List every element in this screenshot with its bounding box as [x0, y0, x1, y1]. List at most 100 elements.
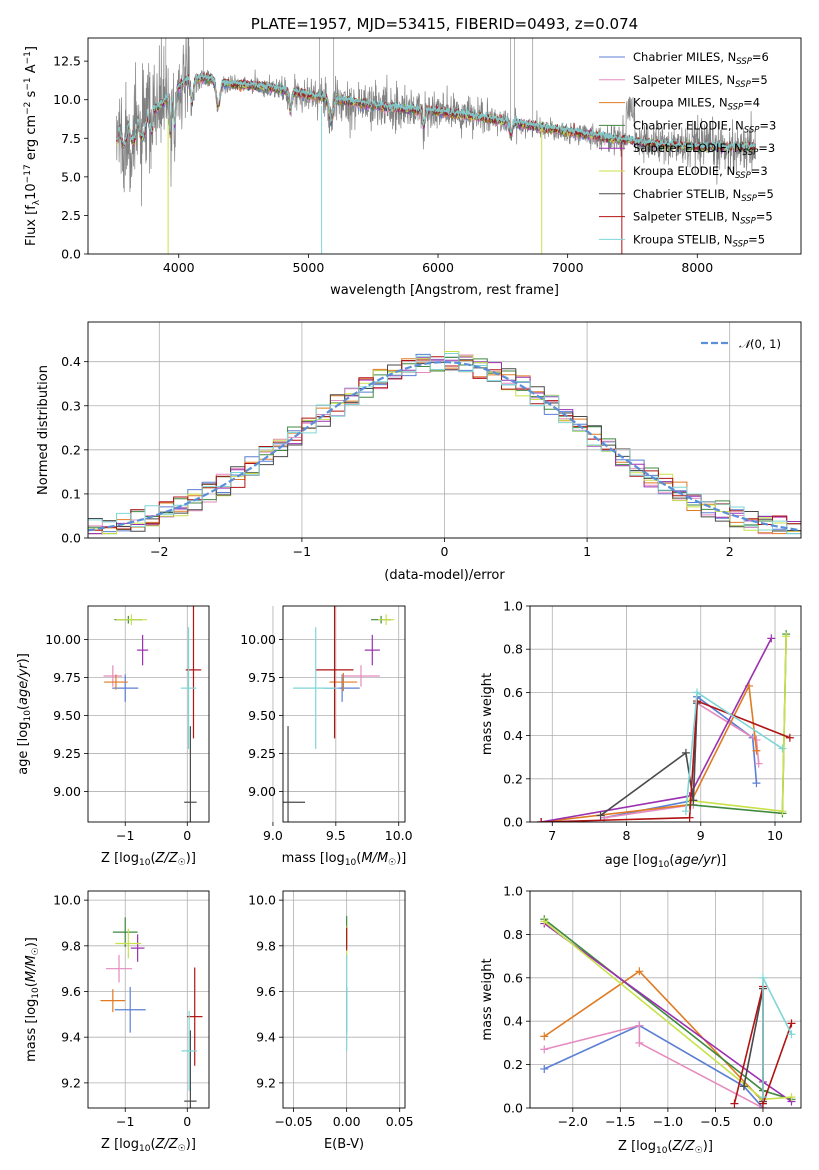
- grid: [530, 605, 801, 823]
- panel-residual-histogram: −2 −1 0 1 2 0.0 0.1 0.2 0.3 0.4: [61, 321, 802, 559]
- mass-weight-line: [689, 634, 787, 815]
- legend-entry: Salpeter STELIB, NSSP=5: [633, 210, 773, 227]
- y-tick-label: 9.2: [61, 1075, 81, 1090]
- y-tick-label: 10.00: [45, 632, 81, 647]
- legend-entry: Kroupa ELODIE, NSSP=3: [633, 164, 768, 181]
- x-tick-label: −0.05: [274, 1114, 312, 1129]
- marker-plus: [754, 759, 763, 768]
- axes-frame: [282, 605, 406, 823]
- ticks: −2 −1 0 1 2 0.0 0.1 0.2 0.3 0.4: [61, 354, 734, 559]
- y-tick-label: 9.25: [248, 746, 276, 761]
- y-tick-label: 0.4: [503, 1014, 523, 1029]
- y-axis-label: mass weight: [480, 673, 495, 755]
- y-tick-label: 9.00: [248, 784, 276, 799]
- axes-frame: [87, 605, 210, 823]
- marker-plus: [730, 1099, 739, 1108]
- x-tick-label: −2.0: [558, 1114, 588, 1129]
- y-tick-label: 0.8: [503, 642, 523, 657]
- marker-plus: [739, 1082, 748, 1091]
- normal-curve: [88, 360, 799, 532]
- marker-plus: [767, 634, 776, 643]
- x-axis-label: Z [log10(Z/Z☉)]: [101, 1137, 196, 1154]
- plot-area: [283, 606, 395, 822]
- y-tick-label: 1.0: [503, 599, 523, 614]
- mass-weight-line: [543, 1024, 764, 1108]
- plot-area: [537, 630, 794, 822]
- axes-frame: [87, 37, 802, 255]
- grid: [283, 891, 405, 1108]
- legend-entry: Chabrier STELIB, NSSP=5: [633, 187, 774, 204]
- x-tick-label: −0.5: [700, 1114, 730, 1129]
- y-tick-label: 0.2: [503, 771, 523, 786]
- grid: [88, 606, 209, 822]
- x-tick-label: 7: [548, 828, 556, 843]
- marker-plus: [787, 1019, 796, 1028]
- y-tick-label: 1.0: [503, 884, 523, 899]
- y-tick-label: 0.1: [61, 486, 81, 501]
- x-tick-label: −2: [150, 544, 168, 559]
- mass-weight-line: [541, 699, 791, 822]
- marker-plus: [685, 813, 694, 822]
- y-tick-label: 9.25: [53, 746, 81, 761]
- x-tick-label: 1: [583, 544, 591, 559]
- marker-plus: [596, 811, 605, 820]
- x-axis-label: Z [log10(Z/Z☉)]: [101, 851, 196, 868]
- mass-weight-line: [540, 638, 773, 822]
- x-tick-label: −1.5: [605, 1114, 635, 1129]
- axes-frame: [87, 890, 210, 1109]
- y-tick-label: 0.2: [61, 442, 81, 457]
- legend-entry: Kroupa MILES, NSSP=4: [633, 96, 760, 113]
- y-tick-label: 0.6: [503, 970, 523, 985]
- y-tick-label: 0.0: [61, 247, 81, 262]
- plot-area: [103, 606, 202, 822]
- x-tick-label: 9.5: [326, 828, 346, 843]
- y-axis-label: Normed distribution: [36, 365, 51, 495]
- x-tick-label: 4000: [163, 260, 195, 275]
- x-axis-label: E(B-V): [324, 1137, 364, 1152]
- legend-entry: Salpeter MILES, NSSP=5: [633, 73, 768, 90]
- marker-plus: [681, 807, 690, 816]
- y-tick-label: 9.00: [53, 784, 81, 799]
- x-tick-label: 6000: [422, 260, 454, 275]
- x-tick-label: −1.0: [653, 1114, 683, 1129]
- legend-entry: Chabrier ELODIE, NSSP=3: [633, 118, 776, 135]
- marker-plus: [758, 1093, 767, 1102]
- axes-frame: [87, 321, 802, 539]
- x-tick-label: 9: [697, 828, 705, 843]
- marker-plus: [778, 744, 787, 753]
- plot-area: [100, 917, 203, 1108]
- y-tick-label: 10.0: [53, 893, 81, 908]
- x-tick-label: 0: [183, 1114, 191, 1129]
- panel-age-vs-Z: −1 0 9.00 9.25 9.50 9.75 10.00: [45, 605, 210, 843]
- marker-plus: [693, 688, 702, 697]
- ticks: −1 0 9.2 9.4 9.6 9.8 10.0: [53, 893, 191, 1129]
- x-axis-label: age [log10(age/yr)]: [605, 853, 727, 870]
- x-tick-label: 2: [726, 544, 734, 559]
- x-tick-label: 8000: [681, 260, 713, 275]
- plot-area: [116, 38, 756, 254]
- y-tick-label: 0.4: [503, 728, 523, 743]
- y-tick-label: 5.0: [61, 169, 81, 184]
- y-tick-label: 0.3: [61, 398, 81, 413]
- y-tick-label: 0.2: [503, 1057, 523, 1072]
- y-tick-label: 9.6: [61, 984, 81, 999]
- x-axis-label: wavelength [Angstrom, rest frame]: [330, 283, 559, 298]
- panel-mass-vs-Z: −1 0 9.2 9.4 9.6 9.8 10.0: [53, 890, 210, 1129]
- y-tick-label: 0.0: [503, 1101, 523, 1116]
- x-tick-label: 8: [623, 828, 631, 843]
- marker-plus: [681, 748, 690, 757]
- mass-weight-line: [543, 970, 764, 1103]
- grid: [272, 606, 405, 822]
- y-tick-label: 12.5: [53, 54, 81, 69]
- marker-plus: [540, 1045, 549, 1054]
- y-tick-label: 9.50: [248, 708, 276, 723]
- axes-frame: [282, 890, 406, 1109]
- x-tick-label: 0.00: [333, 1114, 361, 1129]
- y-tick-label: 9.75: [248, 670, 276, 685]
- marker-plus: [758, 973, 767, 982]
- y-tick-label: 10.0: [53, 92, 81, 107]
- y-tick-label: 9.4: [61, 1030, 81, 1045]
- x-tick-label: 10.0: [385, 828, 413, 843]
- y-tick-label: 9.6: [256, 984, 276, 999]
- marker-plus: [752, 779, 761, 788]
